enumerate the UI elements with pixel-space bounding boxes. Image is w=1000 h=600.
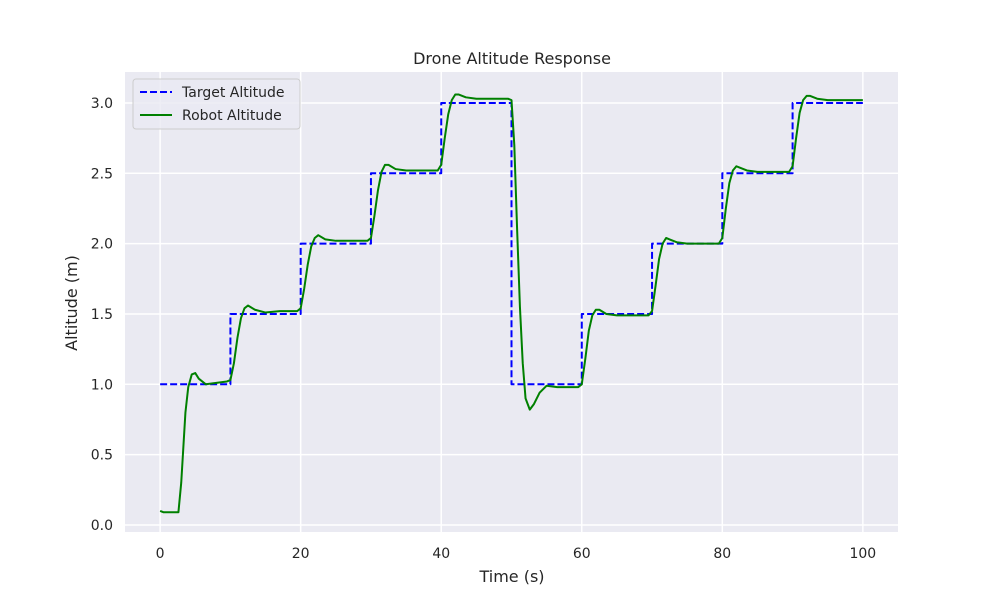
- legend-label-target: Target Altitude: [181, 85, 284, 101]
- tick-labels: 0 20 40 60 80 100 0.0 0.5 1.0 1.5 2.0 2.5 3.0: [91, 96, 876, 562]
- y-axis-label: Altitude (m): [62, 255, 81, 351]
- series-line-robot: [159, 93, 863, 514]
- series-group: [159, 93, 863, 514]
- y-tick-label: 1.0: [91, 377, 113, 393]
- x-tick-label: 20: [292, 546, 310, 562]
- legend-label-robot: Robot Altitude: [182, 108, 282, 124]
- x-tick-label: 100: [849, 546, 876, 562]
- x-tick-label: 60: [573, 546, 591, 562]
- y-tick-label: 0.0: [91, 518, 113, 534]
- y-tick-label: 3.0: [91, 96, 113, 112]
- y-tick-label: 2.5: [91, 166, 113, 182]
- legend: Target Altitude Robot Altitude: [132, 78, 301, 130]
- x-tick-label: 0: [156, 546, 165, 562]
- chart-title: Drone Altitude Response: [413, 49, 611, 68]
- y-tick-label: 0.5: [91, 448, 113, 464]
- x-tick-label: 40: [432, 546, 450, 562]
- y-tick-label: 1.5: [91, 307, 113, 323]
- x-axis-label: Time (s): [478, 567, 544, 586]
- series-line-target: [160, 101, 863, 386]
- y-tick-label: 2.0: [91, 237, 113, 253]
- x-tick-label: 80: [713, 546, 731, 562]
- legend-box: [132, 78, 301, 130]
